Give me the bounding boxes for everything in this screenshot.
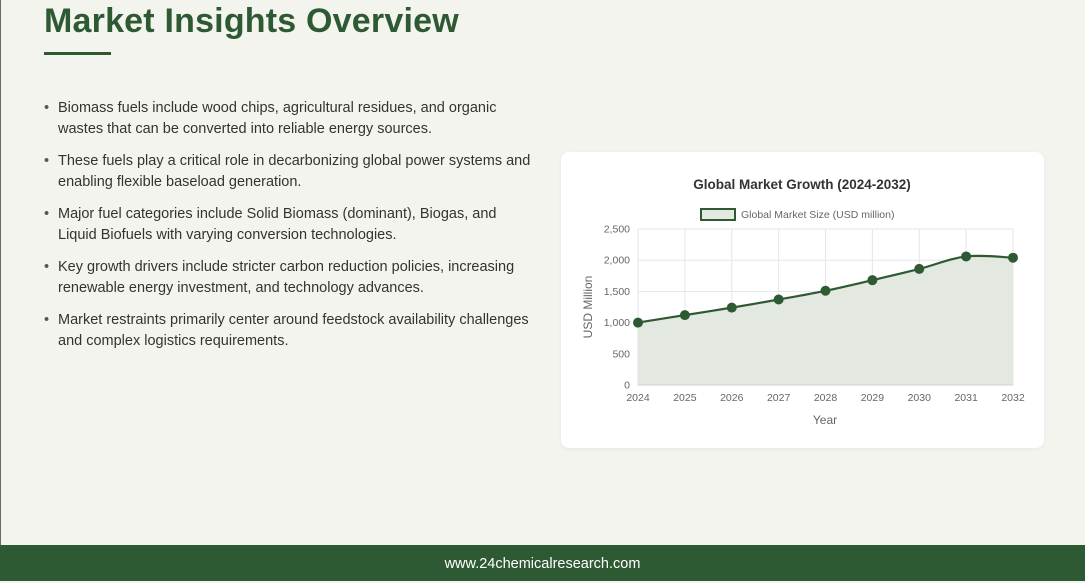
footer-url: www.24chemicalresearch.com [444, 556, 641, 572]
title-underline [44, 52, 111, 55]
market-growth-chart: Global Market Growth (2024-2032) Global M… [581, 177, 1025, 427]
bullet-text: Market restraints primarily center aroun… [58, 312, 529, 349]
data-point [961, 251, 972, 262]
bullet-marker: • [44, 206, 50, 222]
data-point [914, 263, 925, 274]
series-area [638, 255, 1013, 385]
data-point [679, 310, 690, 321]
y-tick-label: 500 [612, 348, 630, 360]
y-axis-label: USD Million [581, 276, 595, 339]
list-item: • Market restraints primarily center arou… [44, 310, 534, 352]
bullet-text: Key growth drivers include stricter carb… [58, 259, 515, 296]
x-tick-label: 2032 [1001, 392, 1025, 404]
data-point [726, 302, 737, 313]
chart-card: Global Market Growth (2024-2032) Global M… [561, 152, 1044, 448]
x-axis-label: Year [813, 413, 837, 427]
x-tick-label: 2027 [767, 392, 791, 404]
data-point [867, 275, 878, 286]
data-point [1008, 252, 1018, 263]
list-item: • These fuels play a critical role in dec… [44, 151, 534, 193]
footer: www.24chemicalresearch.com [0, 545, 1085, 581]
x-tick-label: 2028 [814, 392, 838, 404]
x-tick-label: 2031 [954, 392, 978, 404]
y-tick-label: 2,500 [604, 224, 630, 236]
x-tick-label: 2025 [673, 392, 697, 404]
bullet-text: These fuels play a critical role in deca… [58, 153, 531, 190]
bullet-marker: • [44, 100, 50, 116]
y-tick-label: 1,500 [604, 286, 630, 298]
x-tick-label: 2030 [908, 392, 932, 404]
bullet-marker: • [44, 153, 50, 169]
left-edge-rule [0, 0, 1, 545]
y-tick-label: 0 [624, 380, 630, 392]
bullet-text: Biomass fuels include wood chips, agricu… [58, 100, 497, 137]
data-point [633, 317, 643, 328]
y-tick-label: 2,000 [604, 255, 630, 267]
list-item: • Major fuel categories include Solid Bio… [44, 204, 534, 246]
list-item: • Biomass fuels include wood chips, agric… [44, 98, 534, 140]
x-tick-label: 2024 [626, 392, 650, 404]
data-point [773, 294, 784, 305]
x-tick-label: 2029 [861, 392, 885, 404]
x-tick-label: 2026 [720, 392, 744, 404]
list-item: • Key growth drivers include stricter car… [44, 257, 534, 299]
legend-swatch [700, 208, 736, 221]
bullet-marker: • [44, 312, 50, 328]
insight-list: • Biomass fuels include wood chips, agric… [44, 98, 534, 363]
chart-title: Global Market Growth (2024-2032) [693, 177, 911, 192]
y-tick-label: 1,000 [604, 317, 630, 329]
bullet-marker: • [44, 259, 50, 275]
legend-label: Global Market Size (USD million) [741, 209, 894, 221]
data-point [820, 285, 831, 296]
page-title: Market Insights Overview [44, 2, 459, 40]
bullet-text: Major fuel categories include Solid Biom… [58, 206, 497, 243]
